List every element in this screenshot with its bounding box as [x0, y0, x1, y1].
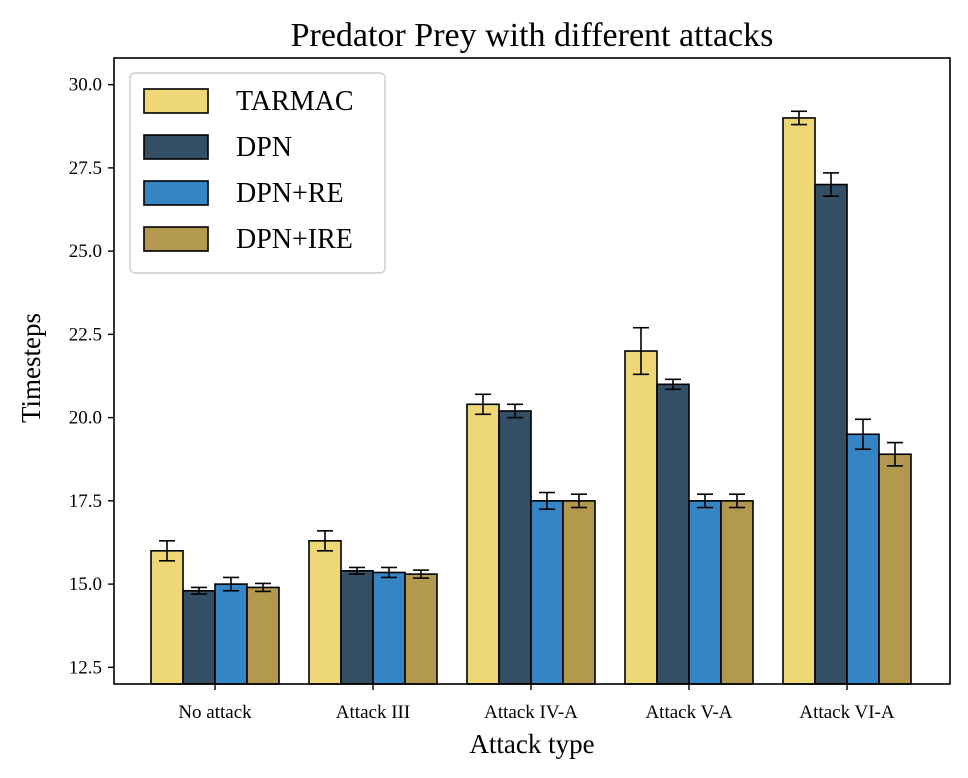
y-tick-label: 30.0 [69, 75, 102, 96]
bar [782, 117, 816, 685]
y-tick-label: 20.0 [69, 408, 102, 429]
x-tick-label: Attack V-A [645, 702, 732, 723]
legend-swatch [143, 226, 209, 252]
y-tick-label: 12.5 [69, 657, 102, 678]
bar [846, 433, 880, 685]
bar [624, 350, 658, 685]
plot-frame [113, 57, 951, 685]
x-tick-label: Attack VI-A [799, 702, 894, 723]
y-axis-label: Timesteps [16, 313, 46, 423]
bar [182, 589, 216, 685]
bar [246, 586, 280, 685]
bar [340, 569, 374, 685]
bar [530, 500, 564, 685]
y-tick-label: 27.5 [69, 158, 102, 179]
bar [372, 571, 406, 685]
legend-swatch [143, 88, 209, 114]
bar [150, 550, 184, 685]
bar [814, 183, 848, 685]
bar [720, 500, 754, 685]
legend-label: DPN [236, 132, 292, 163]
legend-swatch [143, 134, 209, 160]
legend-box [129, 72, 386, 274]
legend-swatch [143, 180, 209, 206]
y-tick-label: 17.5 [69, 491, 102, 512]
y-axis: 12.5 15.0 17.5 20.0 22.5 25.0 27.5 30.0 [69, 75, 114, 678]
x-tick-label: No attack [178, 702, 252, 723]
bar [878, 453, 912, 685]
bar [466, 403, 500, 685]
x-axis: No attack Attack III Attack IV-A Attack V-A… [178, 684, 895, 723]
y-tick-label: 22.5 [69, 324, 102, 345]
legend-label: TARMAC [236, 86, 354, 117]
x-tick-label: Attack IV-A [484, 702, 578, 723]
bar-group [150, 117, 912, 685]
bar [404, 573, 438, 685]
x-tick-label: Attack III [336, 702, 410, 723]
error-bar-group [159, 110, 903, 595]
y-tick-label: 15.0 [69, 574, 102, 595]
legend-label: DPN+IRE [236, 224, 353, 255]
y-tick-label: 25.0 [69, 241, 102, 262]
legend-label: DPN+RE [236, 178, 344, 209]
bar [308, 540, 342, 685]
bar [214, 583, 248, 685]
bar [688, 500, 722, 685]
legend: TARMAC DPN DPN+RE DPN+IRE [129, 72, 386, 274]
chart-title: Predator Prey with different attacks [291, 17, 774, 54]
bar [562, 500, 596, 685]
bar [656, 383, 690, 685]
x-axis-label: Attack type [469, 729, 594, 759]
bar [498, 410, 532, 685]
